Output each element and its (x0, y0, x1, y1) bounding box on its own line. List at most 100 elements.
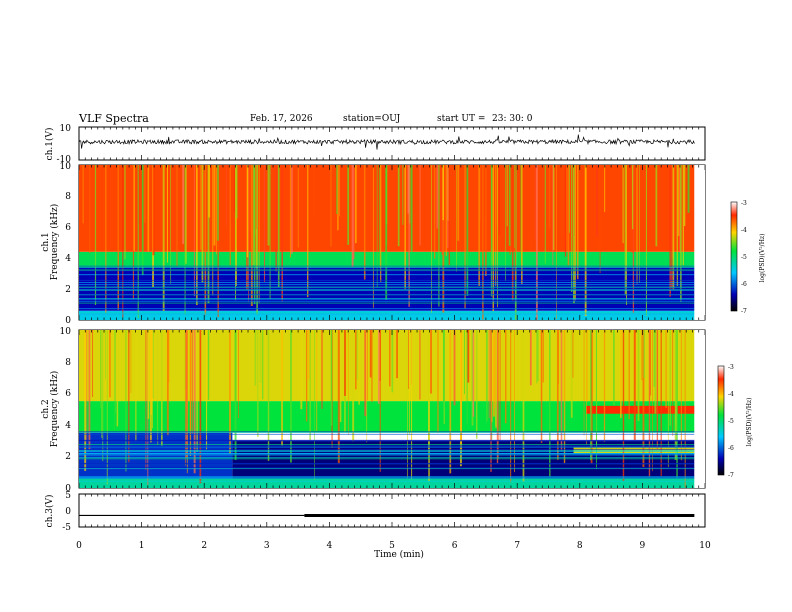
sferic-streak (255, 165, 257, 230)
sferic-streak (430, 330, 433, 394)
ch2-colorbar-tick-m6: -6 (728, 445, 734, 452)
sferic-streak (114, 330, 116, 431)
sferic-streak (141, 165, 144, 276)
sferic-streak (235, 165, 237, 301)
sferic-streak (624, 165, 627, 296)
sferic-streak (496, 330, 499, 464)
sferic-streak (356, 330, 358, 380)
sferic-streak (456, 165, 458, 272)
sferic-streak (234, 330, 237, 460)
sferic-streak (626, 165, 627, 305)
ch3-wave-ylabel: ch.3(V) (44, 495, 55, 528)
sferic-streak (529, 330, 532, 386)
sferic-streak (130, 330, 132, 394)
sferic-streak (389, 330, 391, 387)
tone-line (79, 439, 695, 441)
sferic-streak (408, 165, 410, 307)
ch1-colorbar-tick-m3: -3 (741, 200, 747, 207)
sferic-streak (679, 165, 681, 253)
sferic-streak (184, 330, 186, 466)
sferic-streak (185, 330, 187, 459)
sferic-streak (642, 330, 645, 468)
tone-line (79, 268, 695, 270)
sferic-streak (92, 330, 94, 397)
ch3-tick-0: 0 (65, 507, 71, 517)
ch2-colorbar-tick-m3: -3 (728, 364, 734, 371)
sferic-streak (367, 330, 368, 401)
sferic-streak (436, 165, 439, 229)
tone-line (79, 454, 695, 456)
x-axis-label: Time (min) (374, 549, 424, 560)
sferic-streak (514, 330, 515, 473)
sferic-streak (145, 330, 147, 470)
sferic-streak (671, 165, 673, 289)
sferic-streak (189, 330, 192, 457)
sferic-streak (653, 330, 656, 387)
tone-line (79, 480, 695, 482)
sferic-streak (556, 165, 557, 320)
sferic-streak (100, 330, 101, 409)
sferic-streak (162, 165, 165, 311)
sferic-streak (660, 330, 662, 476)
tone-line (79, 447, 695, 448)
sferic-streak (449, 330, 452, 474)
sferic-streak (377, 330, 380, 404)
sferic-streak (568, 165, 570, 233)
x-tick-labels: 0 1 2 3 4 5 6 7 8 9 10 (76, 541, 711, 551)
tone-line (79, 453, 695, 455)
sferic-streak (166, 330, 169, 436)
sferic-streak (257, 330, 259, 437)
sferic-streak (506, 165, 508, 227)
sferic-streak (648, 330, 651, 477)
sferic-streak (522, 330, 525, 482)
ch2-freq-tick-8: 8 (65, 358, 71, 368)
sferic-streak (347, 165, 350, 245)
sferic-streak (631, 165, 634, 230)
sferic-streak (535, 165, 538, 320)
sferic-streak (486, 330, 488, 422)
sferic-streak (669, 165, 671, 297)
sferic-streak (355, 165, 357, 244)
tone-line (79, 452, 695, 454)
sferic-streak (166, 165, 168, 263)
tone-line (79, 478, 695, 479)
sferic-streak (604, 165, 606, 212)
sferic-streak (584, 165, 587, 317)
sferic-streak (665, 330, 667, 408)
tone-line (79, 463, 695, 465)
sferic-streak (147, 165, 150, 252)
tone-line (79, 313, 695, 315)
sferic-streak (128, 330, 130, 463)
sferic-streak (482, 165, 484, 320)
sferic-streak (312, 165, 315, 218)
sferic-streak (143, 165, 146, 223)
sferic-streak (82, 165, 84, 224)
ch2-spec-ylabel-freq: Frequency (kHz) (49, 371, 60, 448)
sferic-streak (566, 165, 568, 252)
sferic-streak (337, 165, 339, 231)
sferic-streak (124, 165, 126, 260)
sferic-streak (199, 330, 202, 484)
ch2-freq-tick-10: 10 (60, 327, 72, 337)
sferic-streak (201, 165, 204, 283)
spectrogram-band (586, 405, 695, 414)
sferic-streak (590, 330, 592, 461)
sferic-streak (510, 330, 512, 483)
sferic-streak (89, 165, 91, 253)
ch1-colorbar-ramp (730, 201, 738, 312)
sferic-streak (633, 330, 636, 441)
chart-title: VLF Spectra (79, 112, 149, 125)
tone-line (79, 270, 695, 272)
ch2-spectrogram (79, 330, 705, 488)
sferic-streak (186, 330, 188, 474)
sferic-streak (641, 330, 643, 381)
sferic-streak (654, 330, 657, 414)
sferic-streak (253, 165, 256, 305)
sferic-streak (289, 165, 292, 258)
sferic-streak (491, 330, 493, 423)
ch1-spec-ylabel-freq: Frequency (kHz) (49, 204, 60, 281)
sferic-streak (248, 165, 250, 302)
sferic-streak (339, 165, 340, 217)
tone-line (79, 431, 695, 433)
x-tick-label: 5 (389, 541, 395, 551)
